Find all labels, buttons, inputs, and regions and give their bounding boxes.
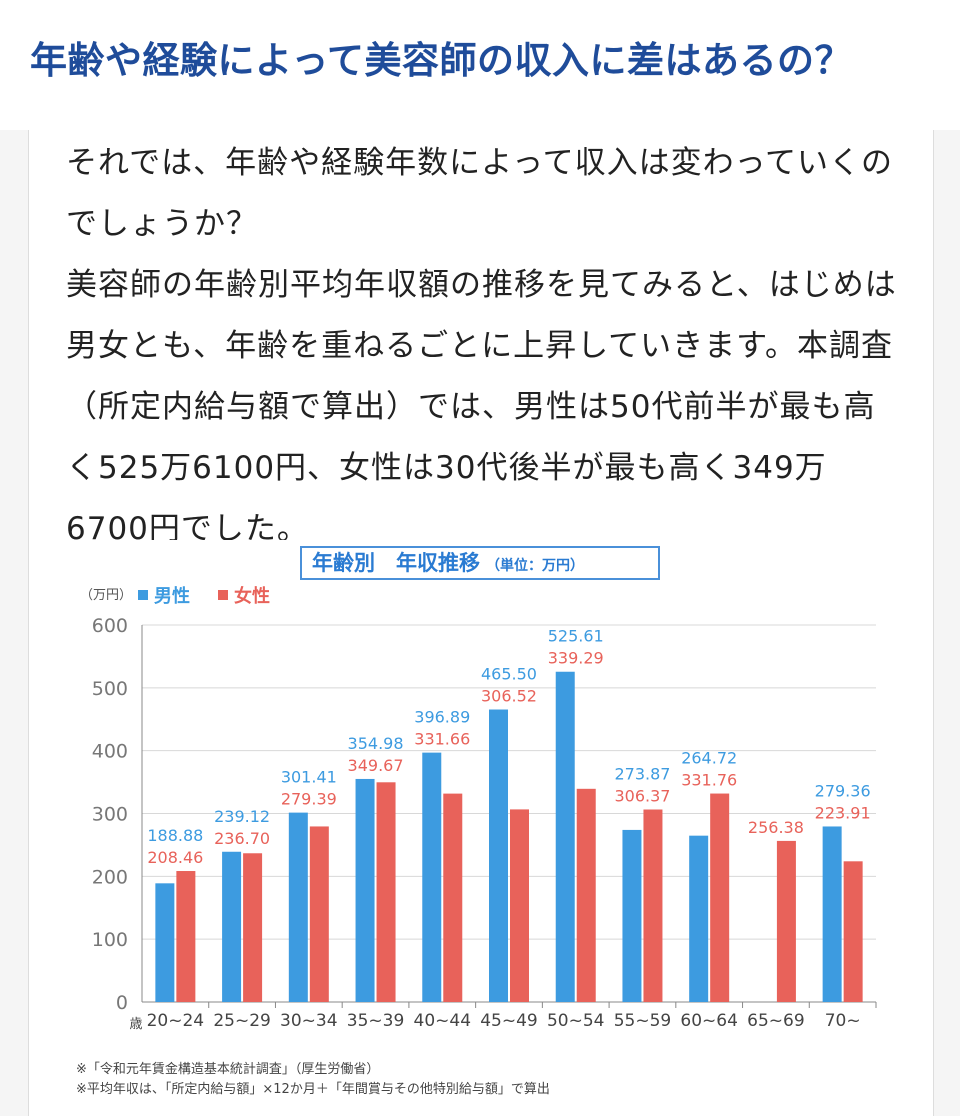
source-note: ※「令和元年賃金構造基本統計調査」（厚生労働省） <box>76 1062 380 1077</box>
bar-male <box>288 812 308 1002</box>
bar-female <box>243 853 263 1002</box>
data-label-female: 339.29 <box>548 649 604 668</box>
bar-male <box>222 851 242 1002</box>
legend-male-swatch <box>138 590 148 600</box>
section-heading-block: 年齢や経験によって美容師の収入に差はあるの？ <box>0 0 960 130</box>
x-tick-label: 30~34 <box>280 1011 338 1031</box>
data-label-female: 331.66 <box>414 730 470 749</box>
x-tick-label: 60~64 <box>680 1011 738 1031</box>
data-label-male: 239.12 <box>214 807 270 826</box>
data-label-female: 306.37 <box>614 786 670 805</box>
y-axis-unit: （万円） <box>80 588 133 603</box>
article-body: それでは、年齢や経験年数によって収入は変わっていくのでしょうか？ 美容師の年齢別… <box>66 133 906 560</box>
bar-female <box>776 840 796 1002</box>
x-tick-label: 35~39 <box>347 1011 405 1031</box>
legend-female: 女性 <box>218 582 270 608</box>
section-heading: 年齢や経験によって美容師の収入に差はあるの？ <box>30 39 853 82</box>
bar-female <box>576 788 596 1002</box>
y-tick-label: 600 <box>92 615 128 637</box>
chart-title: 年齢別 年収推移 <box>312 551 480 575</box>
y-tick-label: 300 <box>92 804 128 826</box>
data-label-male: 264.72 <box>681 749 737 768</box>
bar-male <box>622 829 642 1002</box>
y-tick-label: 0 <box>116 992 128 1014</box>
data-label-female: 349.67 <box>348 756 404 775</box>
x-tick-label: 40~44 <box>414 1011 472 1031</box>
data-label-female: 236.70 <box>214 829 270 848</box>
bar-male <box>422 752 442 1002</box>
data-label-male: 354.98 <box>348 734 404 753</box>
bar-male <box>689 835 709 1002</box>
bar-female <box>376 782 396 1002</box>
bar-female <box>510 809 529 1002</box>
x-tick-label: 50~54 <box>547 1011 605 1031</box>
data-label-male: 396.89 <box>414 708 470 727</box>
data-label-male: 188.88 <box>147 826 203 845</box>
bar-male <box>822 826 842 1002</box>
data-label-male: 279.36 <box>815 781 871 800</box>
paragraph-1: それでは、年齢や経験年数によって収入は変わっていくのでしょうか？ <box>66 145 894 242</box>
data-label-female: 223.91 <box>815 803 871 822</box>
data-label-female: 208.46 <box>147 848 203 867</box>
x-tick-label: 70~ <box>825 1011 861 1031</box>
data-label-male: 301.41 <box>281 768 337 787</box>
income-chart: 年齢別 年収推移 （単位：万円） （万円） 男性 女性 0 100 200 300 400… <box>66 540 896 1100</box>
x-tick-label: 45~49 <box>480 1011 538 1031</box>
bar-male <box>155 883 175 1002</box>
chart-title-unit: （単位：万円） <box>486 558 584 574</box>
x-tick-label: 25~29 <box>213 1011 271 1031</box>
legend-female-label: 女性 <box>234 586 270 607</box>
x-tick-label: 65~69 <box>747 1011 805 1031</box>
y-tick-label: 200 <box>92 866 128 888</box>
chart-plot: 0 100 200 300 400 500 600 20~24 208.46 188.88 25~2… <box>92 615 877 1032</box>
legend-male: 男性 <box>138 582 190 608</box>
data-label-male: 273.87 <box>614 764 670 783</box>
data-label-male: 465.50 <box>481 665 537 684</box>
bar-male <box>355 778 375 1002</box>
x-axis-unit: 歳 <box>129 1017 142 1032</box>
x-tick-label: 20~24 <box>147 1011 205 1031</box>
bar-female <box>176 871 196 1002</box>
legend-female-swatch <box>218 590 228 600</box>
bar-male <box>489 709 508 1002</box>
data-label-female: 279.39 <box>281 790 337 809</box>
legend-male-label: 男性 <box>154 586 190 607</box>
y-tick-label: 500 <box>92 678 128 700</box>
calc-note: ※平均年収は、「所定内給与額」×12か月＋「年間賞与その他特別給与額」で算出 <box>76 1082 550 1097</box>
bar-male <box>555 671 575 1002</box>
y-tick-label: 400 <box>92 741 128 763</box>
y-tick-label: 100 <box>92 929 128 951</box>
data-label-male: 525.61 <box>548 627 604 646</box>
chart-title-box: 年齢別 年収推移 （単位：万円） <box>300 546 660 580</box>
bar-female <box>710 793 730 1002</box>
data-label-female: 331.76 <box>681 771 737 790</box>
x-tick-label: 55~59 <box>614 1011 672 1031</box>
bar-female <box>443 793 463 1002</box>
bar-female <box>843 861 863 1002</box>
paragraph-2: 美容師の年齢別平均年収額の推移を見てみると、はじめは男女とも、年齢を重ねるごとに… <box>66 267 897 547</box>
bar-female <box>309 826 329 1002</box>
data-label-female: 256.38 <box>748 818 804 837</box>
data-label-female: 306.52 <box>481 687 537 706</box>
bar-female <box>643 809 663 1002</box>
